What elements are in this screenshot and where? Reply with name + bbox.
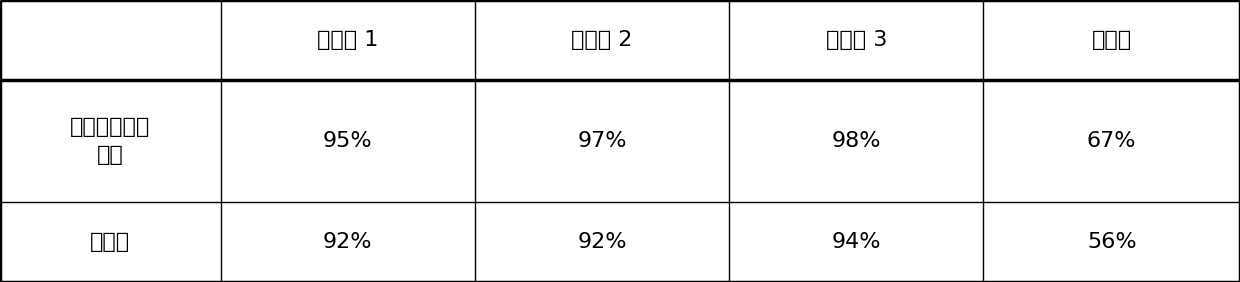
- Bar: [221, 80, 475, 202]
- Text: 67%: 67%: [1087, 131, 1136, 151]
- Bar: [475, 0, 729, 80]
- Text: 空气光嫁化降
解率: 空气光嫁化降 解率: [71, 117, 150, 165]
- Text: 稳定性: 稳定性: [91, 232, 130, 252]
- Text: 94%: 94%: [832, 232, 880, 252]
- Bar: [221, 202, 475, 282]
- Text: 56%: 56%: [1086, 232, 1137, 252]
- Bar: [0, 0, 221, 80]
- Text: 实施例 2: 实施例 2: [572, 30, 632, 50]
- Bar: [0, 80, 221, 202]
- Bar: [729, 80, 983, 202]
- Bar: [983, 202, 1240, 282]
- Text: 98%: 98%: [832, 131, 880, 151]
- Text: 实施例 1: 实施例 1: [317, 30, 378, 50]
- Text: 对比例: 对比例: [1091, 30, 1132, 50]
- Bar: [983, 0, 1240, 80]
- Bar: [0, 202, 221, 282]
- Bar: [221, 0, 475, 80]
- Text: 97%: 97%: [578, 131, 626, 151]
- Text: 95%: 95%: [322, 131, 373, 151]
- Bar: [729, 202, 983, 282]
- Bar: [729, 0, 983, 80]
- Text: 实施例 3: 实施例 3: [826, 30, 887, 50]
- Bar: [983, 80, 1240, 202]
- Bar: [475, 80, 729, 202]
- Text: 92%: 92%: [578, 232, 626, 252]
- Bar: [475, 202, 729, 282]
- Text: 92%: 92%: [324, 232, 372, 252]
